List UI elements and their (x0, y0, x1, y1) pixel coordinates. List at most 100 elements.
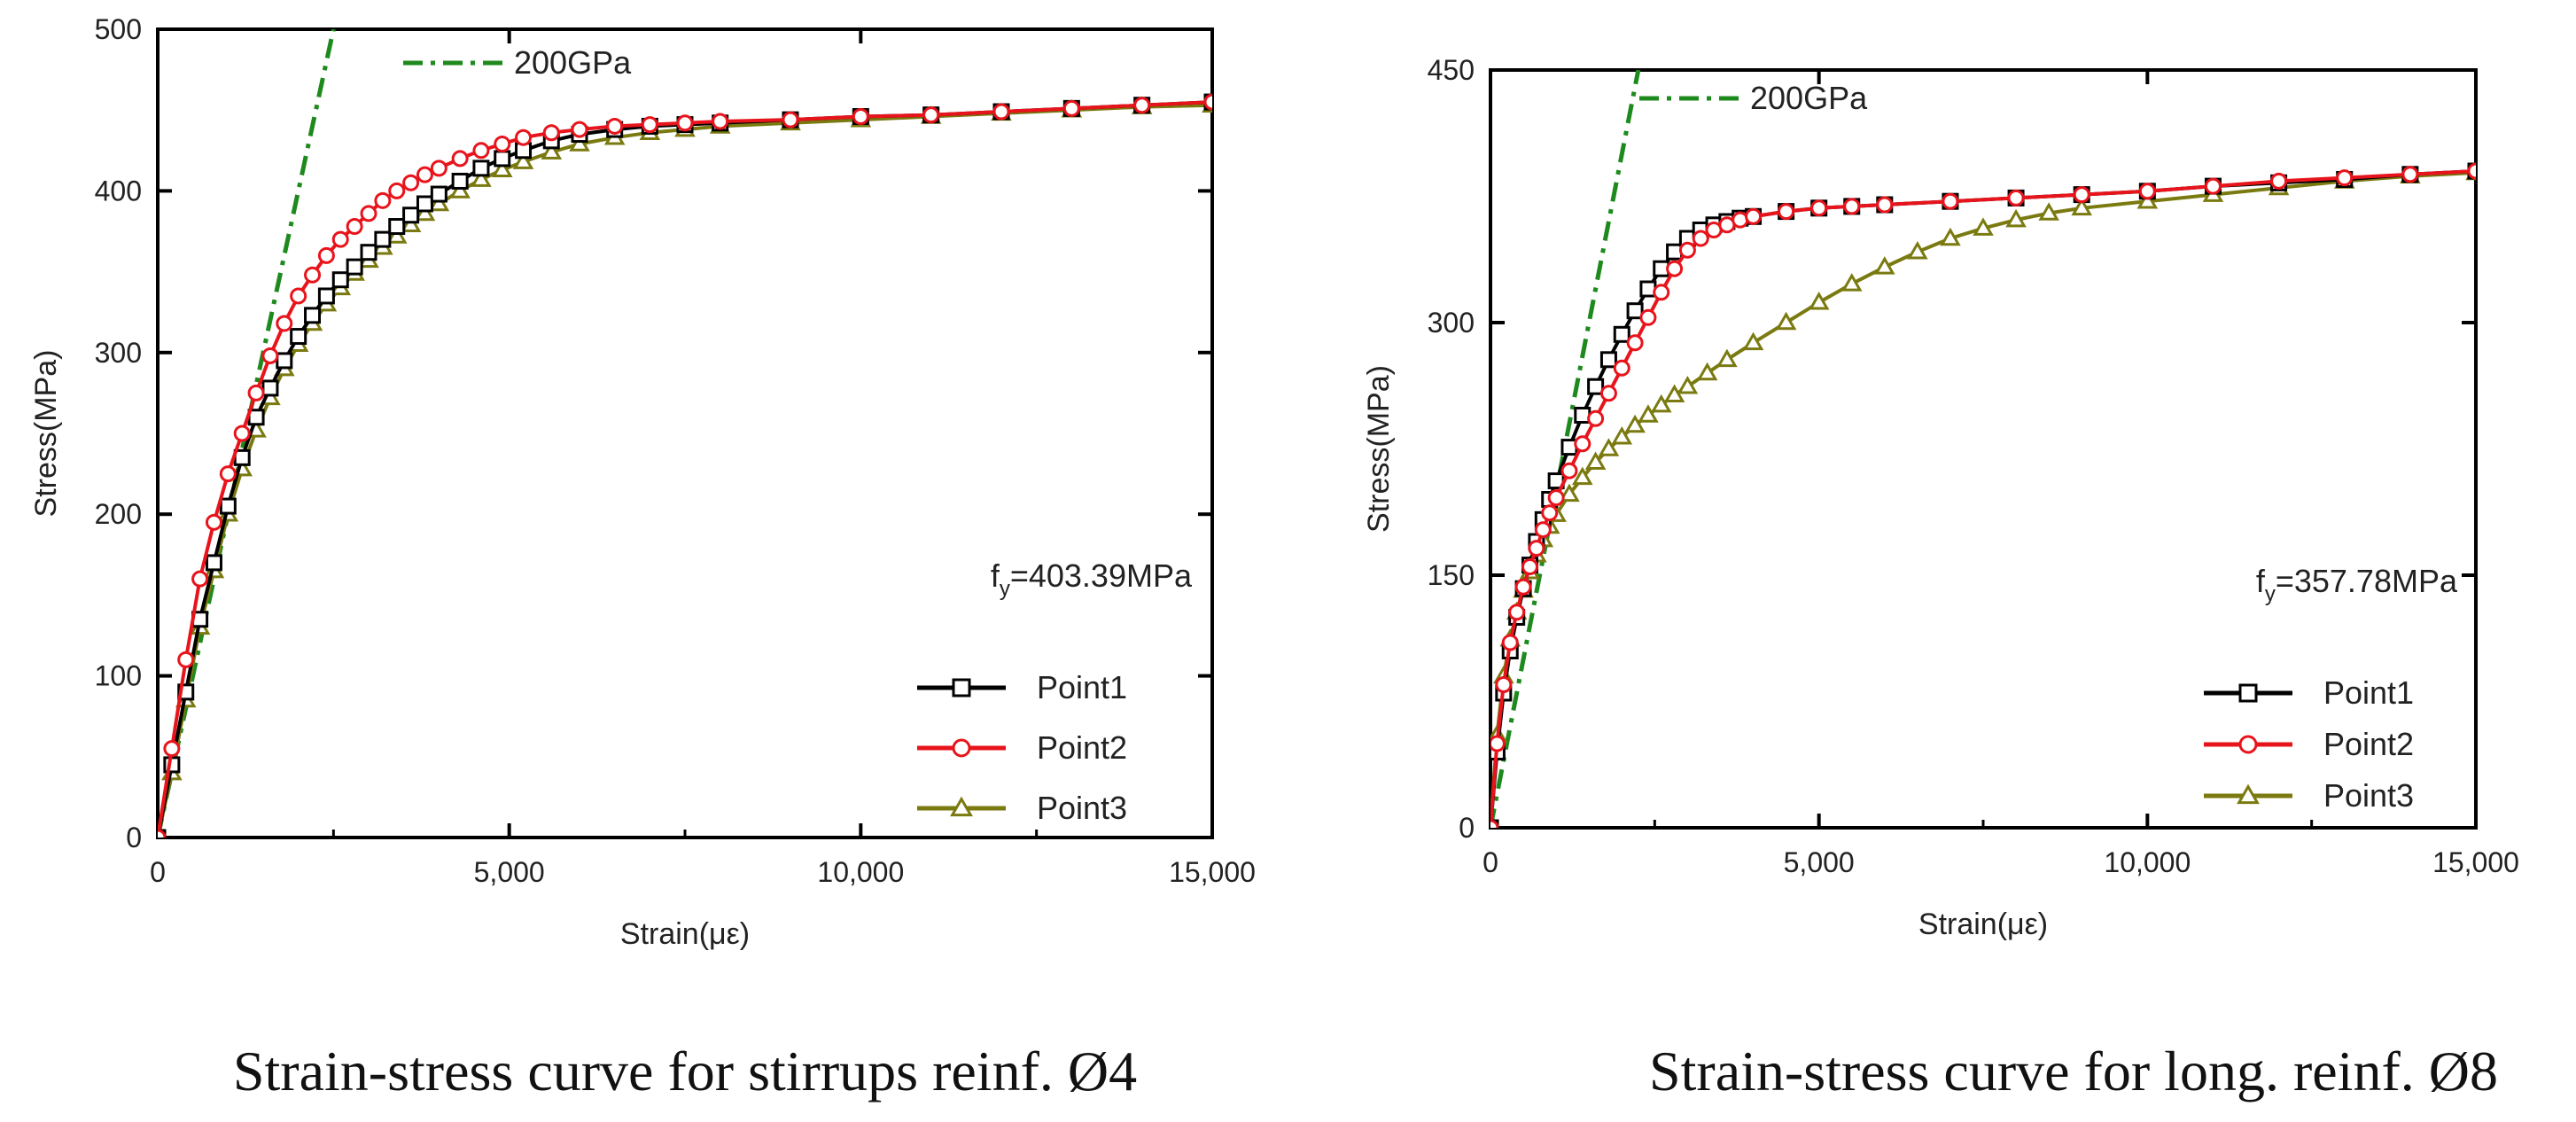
x-tick-label: 10,000 (817, 856, 904, 888)
yield-value: =357.78MPa (2276, 563, 2458, 599)
data-point (1613, 325, 1630, 343)
data-point (1843, 198, 1861, 215)
data-point (1501, 634, 1519, 651)
data-point (1584, 451, 1607, 470)
chart-stirrups: 0 5,000 10,000 15,000 0 100 200 300 400 500 Stra… (29, 13, 1256, 1103)
data-point (1639, 308, 1657, 326)
series-point2 (158, 93, 1212, 838)
data-point (1599, 351, 1617, 369)
legend-item-point2: Point2 (917, 729, 1127, 766)
data-point (1133, 97, 1151, 114)
y-tick-label: 450 (1428, 54, 1475, 86)
legend-marker (2237, 783, 2260, 805)
data-point (472, 160, 490, 177)
data-point (177, 651, 195, 668)
data-point (1490, 819, 1499, 828)
legend-label: Point1 (2323, 674, 2414, 711)
data-point (158, 829, 167, 838)
data-point (2071, 197, 2092, 216)
data-point (712, 113, 729, 130)
yield-annotation: fy=357.78MPa (2256, 563, 2458, 606)
data-point (1638, 404, 1659, 423)
data-point (2073, 186, 2090, 204)
plot-area (156, 27, 1214, 839)
reference-legend-label: 200GPa (1750, 80, 1868, 116)
chart-longitudinal: 0 5,000 10,000 15,000 0 150 300 450 Strain(με)… (1362, 54, 2519, 1103)
reference-legend: 200GPa (403, 44, 632, 81)
legend-label: Point2 (1037, 729, 1127, 766)
data-point (331, 230, 349, 248)
data-point (1940, 227, 1961, 246)
data-point (304, 307, 322, 324)
data-point (491, 159, 513, 177)
data-point (1653, 284, 1670, 301)
yield-value: =403.39MPa (1010, 557, 1193, 594)
data-point (402, 206, 420, 224)
data-point (290, 287, 307, 305)
data-point (346, 258, 363, 276)
data-point (1666, 260, 1684, 277)
data-point (1203, 93, 1212, 111)
data-point (2007, 189, 2025, 206)
data-point (571, 121, 588, 138)
data-point (1534, 521, 1552, 539)
data-point (1678, 241, 1696, 259)
data-point (1841, 273, 1863, 292)
data-point (1490, 735, 1506, 752)
data-point (360, 205, 377, 222)
data-point (2270, 172, 2288, 190)
x-tick-label: 5,000 (474, 856, 545, 888)
data-point (1973, 217, 1994, 236)
x-tick-label: 0 (1483, 846, 1498, 878)
data-point (1062, 99, 1080, 117)
legend-item-point1: Point1 (917, 669, 1127, 705)
data-point (606, 117, 624, 135)
data-point (430, 185, 447, 203)
x-tick-label: 0 (150, 856, 166, 888)
legend: Point1 Point2 Point3 (917, 669, 1127, 826)
data-point (205, 554, 222, 572)
data-point (1495, 676, 1513, 693)
data-point (233, 425, 251, 442)
data-point (2204, 177, 2222, 195)
data-point (1508, 604, 1526, 621)
data-point (1745, 207, 1763, 225)
reference-legend-label: 200GPa (514, 44, 632, 81)
series-line (158, 100, 1212, 838)
legend-label: Point1 (1037, 669, 1127, 705)
data-point (1613, 359, 1630, 377)
x-tick-label: 15,000 (2432, 846, 2519, 878)
data-point (416, 166, 433, 183)
yield-subscript: y (1000, 577, 1010, 601)
data-point (1559, 483, 1580, 503)
legend-item-point2: Point2 (2204, 726, 2414, 762)
legend: Point1 Point2 Point3 (2204, 674, 2414, 814)
y-tick-label: 100 (95, 660, 142, 692)
series-line (158, 100, 1212, 838)
data-point (1775, 311, 1797, 331)
data-point (360, 244, 377, 261)
data-point (1598, 438, 1620, 456)
data-point (1626, 302, 1644, 320)
data-point (191, 570, 209, 588)
data-point (512, 151, 534, 169)
data-point (1716, 348, 1738, 368)
data-point (261, 379, 279, 397)
data-point (2401, 166, 2419, 183)
data-point (416, 195, 433, 213)
data-point (1574, 435, 1592, 453)
data-point (1808, 291, 1830, 310)
data-point (317, 287, 335, 305)
data-point (2005, 208, 2027, 228)
legend-marker (950, 796, 973, 817)
data-point (449, 180, 471, 199)
data-point (428, 192, 450, 212)
data-point (1521, 558, 1538, 575)
legend-marker (952, 678, 971, 697)
data-point (1624, 414, 1646, 433)
data-point (852, 107, 869, 125)
y-tick-label: 0 (1459, 812, 1475, 844)
series-line (158, 103, 1212, 838)
data-point (472, 142, 490, 160)
